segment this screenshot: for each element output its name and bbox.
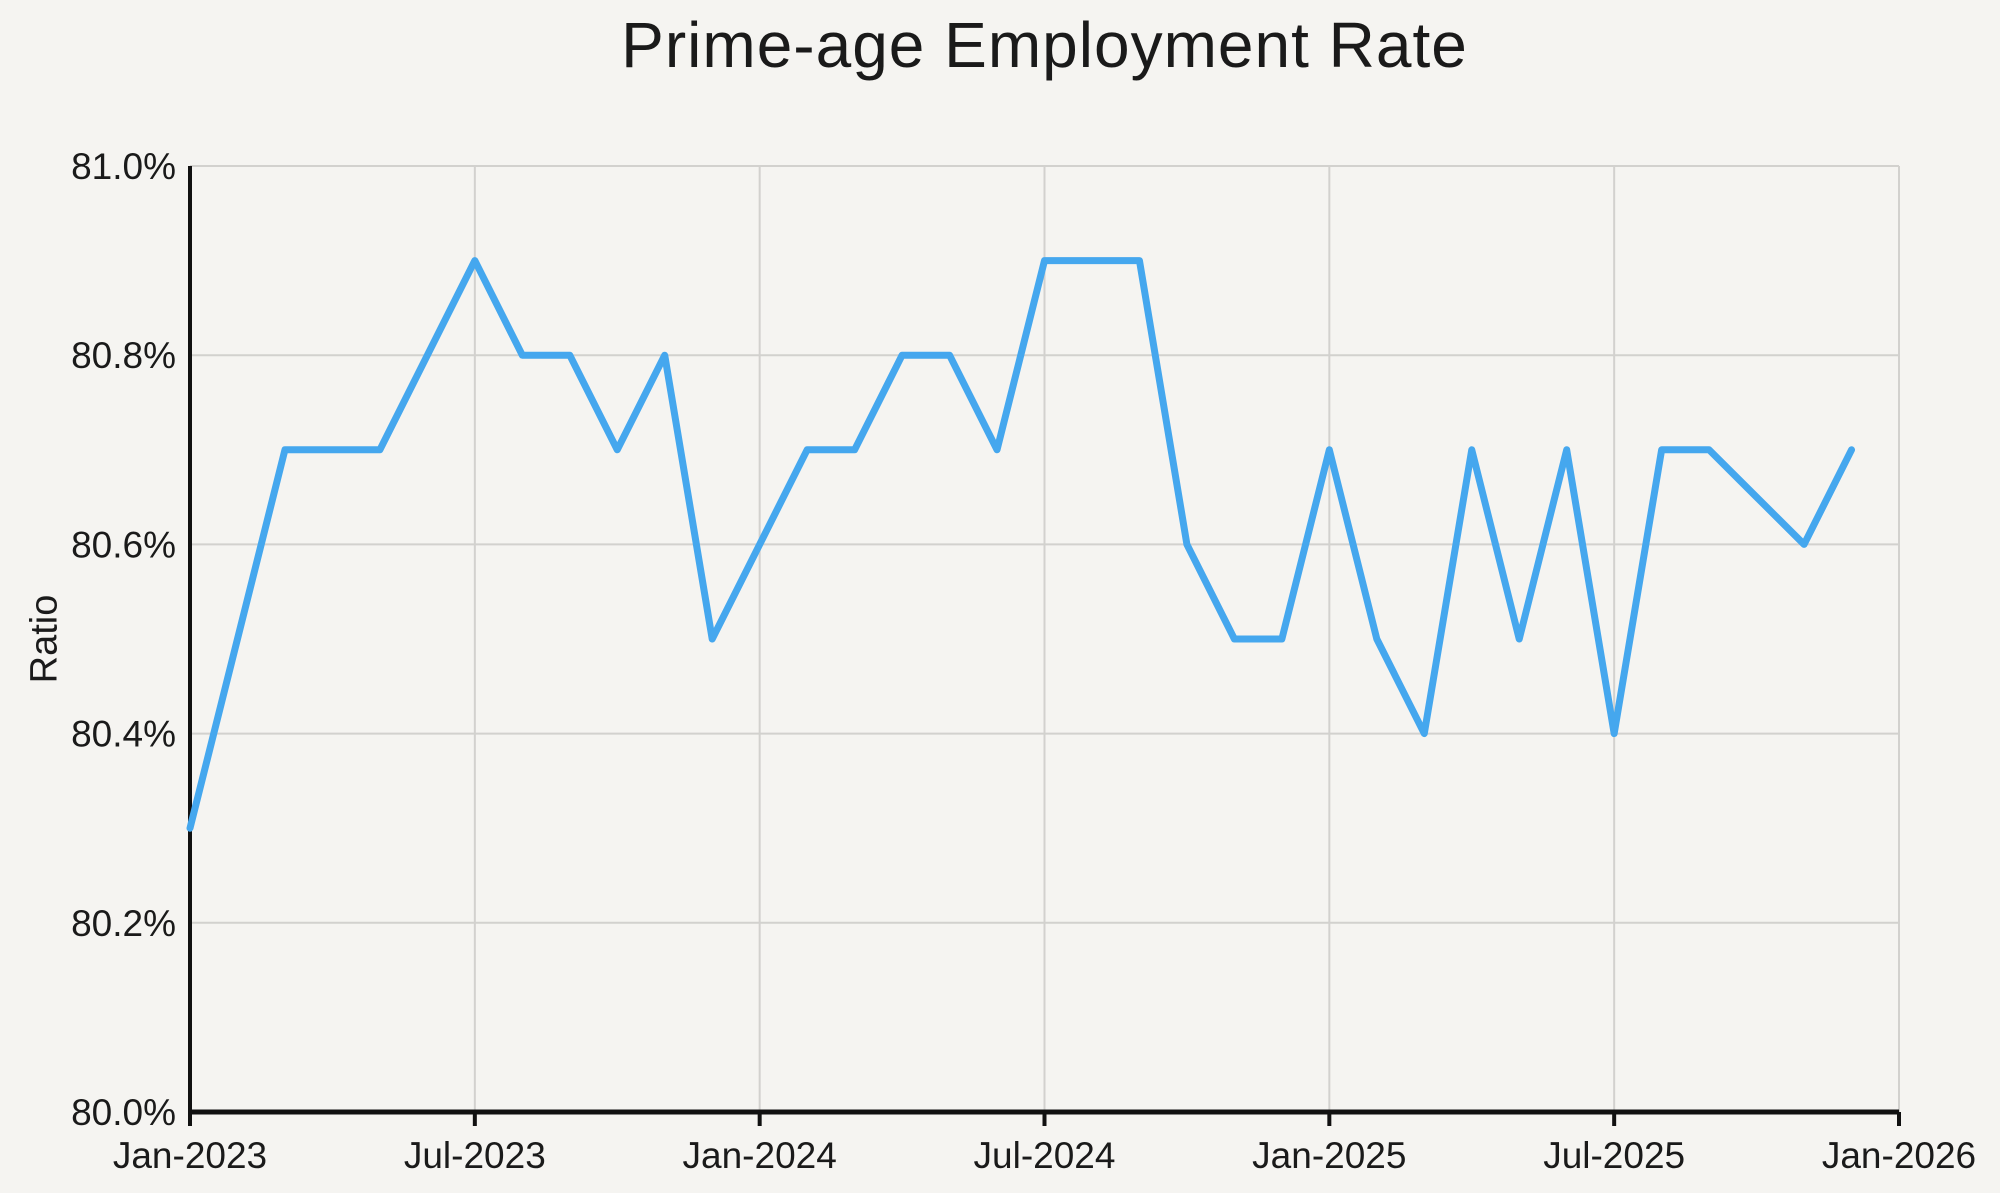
y-tick-label: 80.6%	[71, 524, 176, 565]
y-axis-label: Ratio	[23, 594, 66, 684]
y-tick-label: 80.2%	[71, 903, 176, 944]
y-tick-label: 80.0%	[71, 1092, 176, 1133]
y-tick-label: 80.8%	[71, 335, 176, 376]
x-tick-label: Jan-2023	[113, 1135, 267, 1176]
y-tick-label: 81.0%	[71, 146, 176, 187]
x-tick-label: Jan-2026	[1822, 1135, 1976, 1176]
x-tick-label: Jul-2023	[404, 1135, 546, 1176]
y-tick-label: 80.4%	[71, 714, 176, 755]
x-tick-label: Jul-2025	[1543, 1135, 1685, 1176]
employment-rate-line	[186, 257, 1856, 832]
chart-title: Prime-age Employment Rate	[621, 9, 1468, 81]
x-tick-label: Jan-2024	[683, 1135, 837, 1176]
x-tick-label: Jan-2025	[1252, 1135, 1406, 1176]
x-tick-label: Jul-2024	[974, 1135, 1116, 1176]
